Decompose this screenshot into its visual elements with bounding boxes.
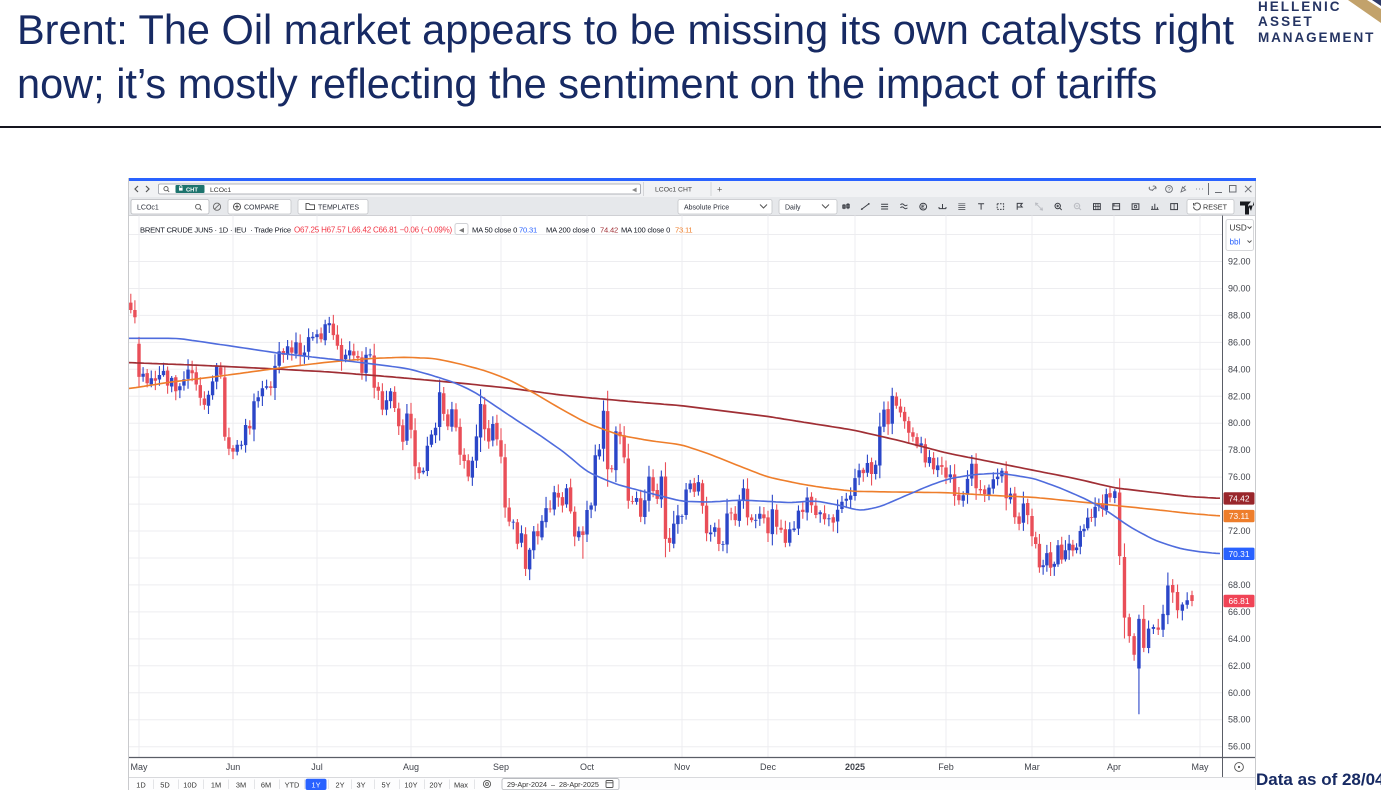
- svg-text:74.42: 74.42: [600, 226, 618, 235]
- svg-text:O67.25 H67.57 L66.42 C66.81 −0: O67.25 H67.57 L66.42 C66.81 −0.06 (−0.09…: [294, 226, 452, 235]
- svg-text:86.00: 86.00: [1228, 337, 1251, 347]
- svg-text:82.00: 82.00: [1228, 391, 1251, 401]
- svg-text:COMPARE: COMPARE: [244, 204, 279, 211]
- svg-text:84.00: 84.00: [1228, 364, 1251, 374]
- svg-text:Dec: Dec: [760, 762, 777, 772]
- svg-text:72.00: 72.00: [1228, 526, 1251, 536]
- svg-text:Oct: Oct: [580, 762, 595, 772]
- svg-text:56.00: 56.00: [1228, 742, 1251, 752]
- svg-text:RESET: RESET: [1203, 203, 1228, 212]
- svg-text:Daily: Daily: [785, 204, 801, 211]
- svg-text:BRENT CRUDE JUN5 · 1D · IEU ·: BRENT CRUDE JUN5 · 1D · IEU · Trade Pric…: [140, 226, 291, 235]
- svg-text:◀: ◀: [632, 188, 637, 194]
- svg-text:6M: 6M: [261, 780, 271, 789]
- svg-text:+: +: [717, 184, 722, 194]
- svg-text:3Y: 3Y: [356, 780, 365, 789]
- svg-text:bbl: bbl: [1230, 237, 1241, 246]
- svg-text:USD: USD: [1230, 223, 1247, 232]
- svg-text:66.00: 66.00: [1228, 607, 1251, 617]
- svg-text:64.00: 64.00: [1228, 634, 1251, 644]
- svg-text:YTD: YTD: [285, 780, 300, 789]
- svg-text:74.42: 74.42: [1229, 494, 1250, 504]
- svg-text:80.00: 80.00: [1228, 418, 1251, 428]
- svg-text:20Y: 20Y: [429, 780, 442, 789]
- svg-text:1Y: 1Y: [311, 780, 320, 789]
- svg-text:10Y: 10Y: [404, 780, 417, 789]
- svg-text:92.00: 92.00: [1228, 257, 1251, 267]
- svg-text:90.00: 90.00: [1228, 284, 1251, 294]
- svg-text:◀: ◀: [459, 227, 465, 234]
- svg-text:Max: Max: [454, 780, 468, 789]
- svg-text:LCOc1: LCOc1: [210, 187, 231, 194]
- svg-text:MA 200 close 0: MA 200 close 0: [546, 226, 595, 235]
- svg-text:62.00: 62.00: [1228, 661, 1251, 671]
- svg-text:Feb: Feb: [938, 762, 954, 772]
- svg-text:Jun: Jun: [226, 762, 241, 772]
- svg-text:MA 100 close 0: MA 100 close 0: [621, 226, 670, 235]
- svg-text:5Y: 5Y: [381, 780, 390, 789]
- svg-text:2Y: 2Y: [335, 780, 344, 789]
- svg-text:70.31: 70.31: [1229, 549, 1250, 559]
- svg-text:May: May: [1191, 762, 1209, 772]
- svg-text:1D: 1D: [136, 780, 145, 789]
- svg-text:Jul: Jul: [311, 762, 323, 772]
- svg-text:May: May: [130, 762, 148, 772]
- svg-text:60.00: 60.00: [1228, 688, 1251, 698]
- svg-text:76.00: 76.00: [1228, 472, 1251, 482]
- svg-text:Aug: Aug: [403, 762, 419, 772]
- svg-text:LCOc1: LCOc1: [137, 204, 159, 211]
- svg-text:73.11: 73.11: [1229, 511, 1250, 521]
- svg-text:5D: 5D: [160, 780, 169, 789]
- svg-text:Mar: Mar: [1024, 762, 1040, 772]
- svg-text:88.00: 88.00: [1228, 310, 1251, 320]
- svg-text:70.31: 70.31: [519, 226, 537, 235]
- svg-text:68.00: 68.00: [1228, 580, 1251, 590]
- svg-text:1M: 1M: [211, 780, 221, 789]
- svg-text:10D: 10D: [183, 780, 197, 789]
- svg-text:LCOc1 CHT: LCOc1 CHT: [655, 187, 692, 194]
- svg-text:29-Apr-2024 – 28-Apr-2025: 29-Apr-2024 – 28-Apr-2025: [507, 780, 599, 789]
- svg-text:?: ?: [1167, 187, 1171, 193]
- svg-text:Sep: Sep: [493, 762, 509, 772]
- svg-text:58.00: 58.00: [1228, 715, 1251, 725]
- svg-text:Apr: Apr: [1107, 762, 1121, 772]
- svg-text:2025: 2025: [845, 762, 865, 772]
- svg-text:3M: 3M: [236, 780, 246, 789]
- svg-text:TEMPLATES: TEMPLATES: [318, 204, 359, 211]
- svg-text:78.00: 78.00: [1228, 445, 1251, 455]
- svg-text:73.11: 73.11: [675, 226, 692, 235]
- svg-text:Nov: Nov: [674, 762, 691, 772]
- svg-text:MA 50 close 0: MA 50 close 0: [472, 226, 517, 235]
- svg-text:CHT: CHT: [186, 188, 198, 194]
- svg-text:Absolute Price: Absolute Price: [684, 204, 729, 211]
- svg-text:66.81: 66.81: [1229, 596, 1250, 606]
